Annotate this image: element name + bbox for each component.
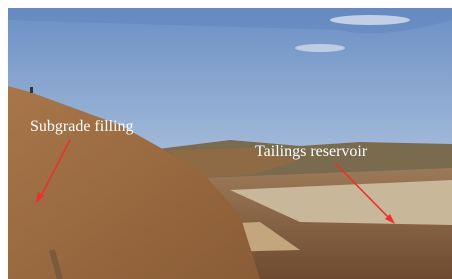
annotation-label: Tailings reservoir bbox=[255, 143, 368, 160]
scene bbox=[8, 8, 452, 279]
cloud bbox=[295, 44, 345, 52]
photo-figure: Subgrade filling Tailings reservoir bbox=[0, 0, 452, 279]
person bbox=[30, 87, 33, 93]
cloud bbox=[330, 15, 410, 25]
annotation-label: Subgrade filling bbox=[30, 118, 134, 135]
